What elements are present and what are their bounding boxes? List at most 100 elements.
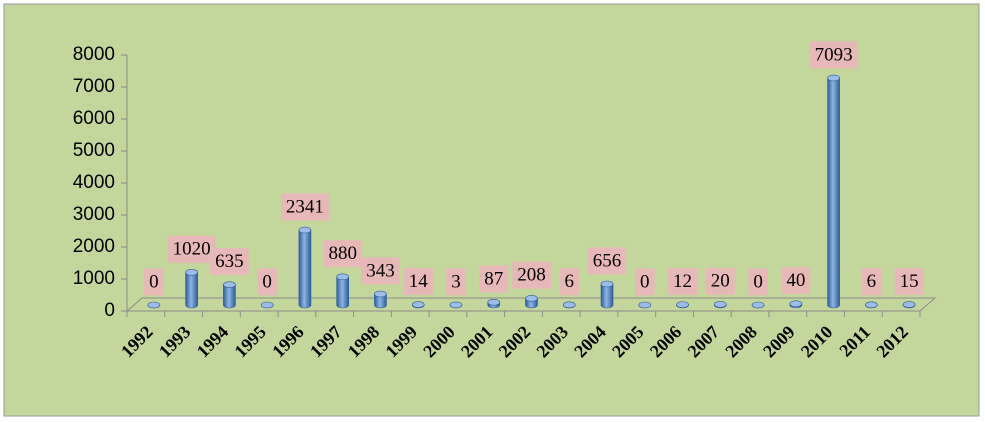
value-label-text: 635 bbox=[215, 251, 244, 272]
value-label: 14 bbox=[403, 267, 434, 295]
value-label-box bbox=[280, 193, 329, 221]
bar-cap bbox=[902, 301, 916, 308]
bar-cap bbox=[336, 273, 349, 281]
bar bbox=[185, 272, 198, 309]
bar-cap bbox=[714, 301, 727, 308]
bar-cap bbox=[449, 301, 463, 309]
value-label-box bbox=[167, 235, 216, 263]
value-label-box bbox=[210, 248, 249, 276]
value-label-text: 2341 bbox=[286, 196, 324, 217]
value-label-box bbox=[705, 267, 735, 295]
value-label: 6 bbox=[559, 268, 580, 296]
bar bbox=[827, 77, 840, 309]
y-tick-label: 6000 bbox=[73, 108, 115, 129]
value-label-box bbox=[809, 41, 858, 69]
value-label-box bbox=[323, 240, 362, 268]
bar-cap bbox=[562, 301, 576, 309]
bar-cap bbox=[638, 301, 652, 309]
value-label-text: 6 bbox=[867, 271, 877, 292]
y-tick-label: 3000 bbox=[73, 204, 115, 225]
bar-cap bbox=[600, 280, 614, 288]
value-label-box bbox=[587, 247, 627, 275]
value-label: 0 bbox=[635, 268, 655, 296]
value-label-text: 6 bbox=[565, 271, 575, 292]
value-label: 6 bbox=[861, 268, 882, 296]
value-label: 0 bbox=[144, 268, 164, 296]
value-label-box bbox=[479, 265, 509, 293]
value-label-text: 656 bbox=[593, 250, 622, 271]
value-label-box bbox=[446, 268, 466, 296]
chart-background bbox=[3, 3, 980, 417]
value-label-text: 14 bbox=[409, 271, 429, 292]
value-label-box bbox=[781, 267, 811, 295]
bar-cap bbox=[374, 290, 387, 298]
value-label-text: 0 bbox=[753, 271, 763, 292]
bar-cap bbox=[260, 301, 274, 309]
y-tick-label: 5000 bbox=[73, 140, 115, 161]
value-label: 656 bbox=[587, 247, 627, 275]
bar-cap bbox=[185, 269, 198, 276]
bar bbox=[336, 276, 349, 309]
y-tick-label: 8000 bbox=[73, 44, 115, 65]
value-label-text: 1020 bbox=[173, 239, 211, 260]
value-label-text: 880 bbox=[328, 243, 357, 264]
bar bbox=[298, 229, 312, 309]
value-label-box bbox=[748, 268, 768, 296]
bar-cap bbox=[487, 298, 501, 306]
value-label: 635 bbox=[210, 248, 249, 276]
value-label-text: 343 bbox=[366, 260, 395, 281]
value-label-text: 7093 bbox=[815, 44, 853, 65]
value-label: 208 bbox=[512, 261, 551, 289]
bar-cap bbox=[411, 301, 425, 308]
bar bbox=[374, 293, 387, 309]
bar bbox=[600, 283, 614, 309]
bar-cap bbox=[525, 295, 538, 302]
value-label-box bbox=[403, 267, 434, 295]
value-label-box bbox=[894, 267, 924, 295]
value-label-box bbox=[559, 268, 580, 296]
y-tick-label: 0 bbox=[104, 300, 115, 321]
value-label-text: 15 bbox=[900, 271, 919, 292]
value-label-text: 87 bbox=[484, 269, 503, 290]
value-label: 40 bbox=[781, 267, 811, 295]
value-label-text: 40 bbox=[786, 270, 805, 291]
y-tick-label: 2000 bbox=[73, 236, 115, 257]
value-label: 12 bbox=[668, 267, 698, 295]
value-label-text: 0 bbox=[640, 271, 650, 292]
value-label-box bbox=[144, 268, 164, 296]
y-tick-label: 4000 bbox=[73, 172, 115, 193]
bar-cap bbox=[789, 300, 803, 308]
bar bbox=[223, 284, 236, 309]
value-label: 2341 bbox=[280, 193, 329, 221]
value-label: 880 bbox=[323, 240, 362, 268]
value-label: 0 bbox=[257, 268, 277, 296]
bar-cap bbox=[676, 301, 689, 308]
value-label-text: 0 bbox=[262, 271, 272, 292]
value-label-box bbox=[668, 267, 698, 295]
value-label-text: 0 bbox=[149, 271, 159, 292]
value-label-text: 208 bbox=[517, 265, 546, 286]
value-label: 7093 bbox=[809, 41, 858, 69]
value-label-box bbox=[635, 268, 655, 296]
value-label: 15 bbox=[894, 267, 924, 295]
value-label-box bbox=[512, 261, 551, 289]
bar-cap bbox=[751, 301, 765, 309]
bar-cap bbox=[147, 301, 161, 309]
y-tick-label: 7000 bbox=[73, 76, 115, 97]
value-label-text: 3 bbox=[451, 271, 461, 292]
value-label-box bbox=[861, 268, 882, 296]
bar-cap bbox=[223, 281, 236, 288]
value-label: 343 bbox=[361, 257, 400, 285]
value-label: 0 bbox=[748, 268, 768, 296]
bar-cap bbox=[827, 74, 840, 82]
value-label-text: 20 bbox=[711, 271, 730, 292]
value-label-box bbox=[257, 268, 277, 296]
bar-cap bbox=[865, 301, 878, 309]
value-label: 3 bbox=[446, 268, 466, 296]
value-label: 87 bbox=[479, 265, 509, 293]
bar-cap bbox=[298, 226, 312, 234]
value-label-text: 12 bbox=[673, 271, 692, 292]
y-tick-label: 1000 bbox=[73, 268, 115, 289]
value-label: 1020 bbox=[167, 235, 216, 263]
